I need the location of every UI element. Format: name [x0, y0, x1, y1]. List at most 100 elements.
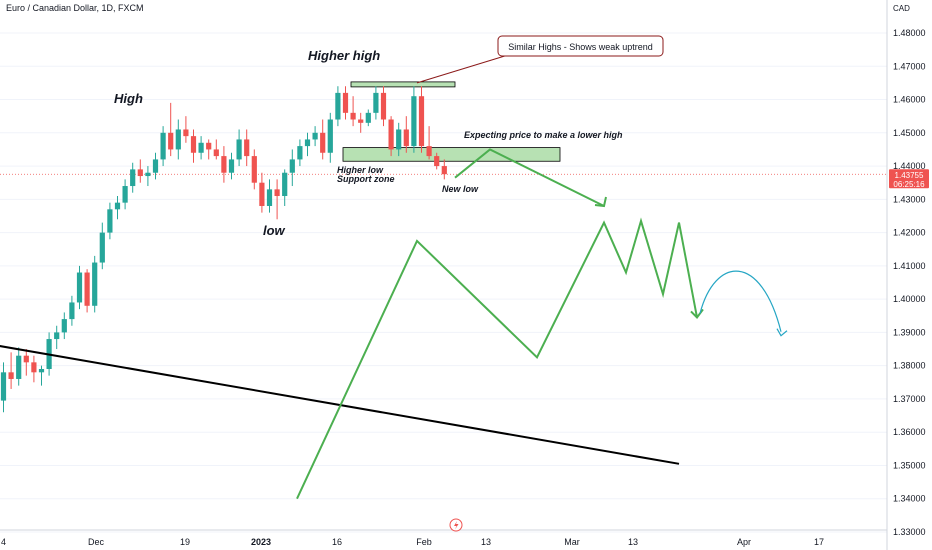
candle-body — [365, 112, 371, 123]
time-tick-label: Apr — [737, 537, 751, 547]
candle-body — [289, 159, 295, 173]
candle-body — [380, 92, 387, 120]
candle-body — [434, 156, 440, 167]
candle-body — [358, 119, 364, 123]
annotation-expecting: Expecting price to make a lower high — [464, 130, 623, 140]
candle-body — [251, 156, 257, 183]
last-price-badge: 1.43755 06:25:16 — [889, 169, 929, 189]
candle-body — [69, 302, 75, 320]
candle-body — [388, 119, 394, 150]
candle-body — [304, 139, 311, 147]
price-tick-label: 1.33000 — [893, 527, 926, 537]
candle-body — [107, 209, 113, 233]
candle-body — [54, 332, 60, 340]
projection-path — [296, 217, 698, 500]
short-projection-arrowhead — [594, 196, 607, 208]
annotation-higher-high: Higher high — [308, 48, 380, 63]
candle-body — [175, 129, 181, 150]
forecast-arc-arrowhead — [776, 328, 788, 337]
projection-arrowhead — [690, 308, 704, 319]
drawings — [0, 54, 788, 500]
candle-body — [335, 92, 341, 120]
candle-body — [23, 355, 29, 363]
annotation-high: High — [114, 91, 143, 106]
candle-body — [259, 182, 265, 206]
time-tick-label: 13 — [628, 537, 638, 547]
price-tick-label: 1.34000 — [893, 494, 926, 504]
price-tick-label: 1.41000 — [893, 261, 926, 271]
price-tick-label: 1.39000 — [893, 327, 926, 337]
price-tick-label: 1.45000 — [893, 128, 926, 138]
price-tick-label: 1.37000 — [893, 394, 926, 404]
candle-body — [84, 272, 90, 306]
countdown-label: 06:25:16 — [893, 180, 925, 189]
price-tick-label: 1.35000 — [893, 460, 926, 470]
price-tick-label: 1.42000 — [893, 228, 926, 238]
price-axis[interactable]: 1.48000 1.47000 1.46000 1.45000 1.44000 1.430… — [893, 28, 926, 537]
candle-body — [76, 272, 83, 303]
candle-body — [350, 112, 356, 120]
candle-body — [137, 169, 143, 177]
candle-body — [441, 166, 447, 175]
candle-body — [396, 129, 402, 150]
candle-body — [183, 129, 189, 137]
candle-body — [221, 156, 227, 173]
candle-body — [168, 132, 174, 150]
annotation-new-low: New low — [442, 184, 479, 194]
time-tick-label: 4 — [1, 537, 6, 547]
candle-body — [198, 142, 204, 153]
candle-body — [31, 362, 37, 373]
short-projection-path — [454, 148, 605, 207]
support-zone-box — [342, 147, 561, 162]
time-tick-label: 19 — [180, 537, 190, 547]
candle-body — [282, 172, 288, 197]
candle-body — [228, 159, 235, 173]
candle-body — [114, 202, 121, 210]
candle-body — [16, 355, 22, 379]
candle-body — [426, 146, 432, 157]
candle-body — [418, 96, 425, 147]
similar-highs-box — [350, 81, 456, 88]
candle-body — [8, 372, 14, 379]
callout: Similar Highs - Shows weak uptrend — [497, 35, 664, 57]
candle-body — [99, 232, 105, 263]
price-tick-label: 1.44000 — [893, 161, 926, 171]
candle-body — [327, 119, 333, 153]
last-price-label: 1.43755 — [895, 171, 924, 180]
lightning-icon[interactable] — [449, 518, 463, 532]
price-tick-label: 1.40000 — [893, 294, 926, 304]
candle-body — [38, 368, 45, 373]
candle-body — [320, 132, 326, 153]
callout-text: Similar Highs - Shows weak uptrend — [508, 42, 653, 52]
candle-body — [411, 96, 417, 147]
forecast-arc — [699, 270, 782, 332]
time-tick-label: Dec — [88, 537, 105, 547]
candle-body — [0, 372, 7, 401]
currency-label: CAD — [893, 4, 910, 13]
candle-body — [236, 139, 242, 160]
candle-body — [152, 159, 159, 173]
price-tick-label: 1.46000 — [893, 95, 926, 105]
candle-body — [190, 136, 197, 153]
candle-body — [206, 142, 212, 150]
time-tick-label: Mar — [564, 537, 580, 547]
time-tick-label: 13 — [481, 537, 491, 547]
time-tick-label: 2023 — [251, 537, 271, 547]
candle-body — [61, 319, 67, 333]
price-tick-label: 1.48000 — [893, 28, 926, 38]
candle-body — [244, 139, 250, 157]
candle-body — [92, 262, 98, 306]
annotation-support-zone: Support zone — [337, 174, 395, 184]
time-tick-label: 16 — [332, 537, 342, 547]
candle-body — [312, 132, 318, 140]
candle-body — [342, 92, 349, 113]
candle-body — [122, 186, 128, 203]
time-axis[interactable]: 4 Dec 19 2023 16 Feb 13 Mar 13 Apr 17 — [1, 537, 824, 547]
candle-body — [160, 132, 166, 160]
annotation-higher-low: Higher low — [337, 165, 384, 175]
annotation-low: low — [263, 223, 286, 238]
candle-body — [373, 92, 379, 113]
price-tick-label: 1.43000 — [893, 194, 926, 204]
price-tick-label: 1.47000 — [893, 61, 926, 71]
